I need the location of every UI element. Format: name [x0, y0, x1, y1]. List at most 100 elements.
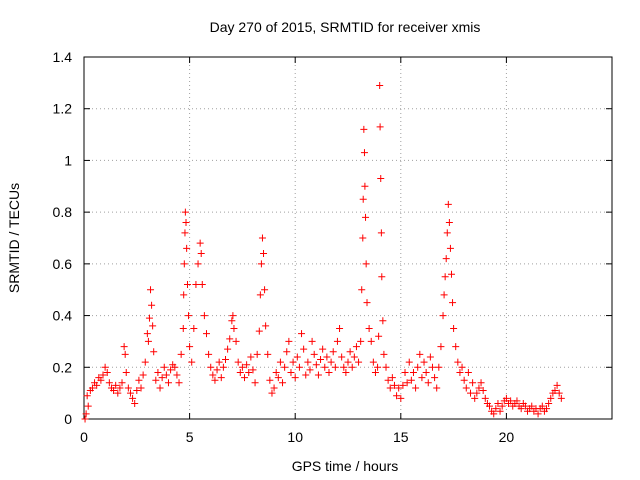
data-point [362, 213, 370, 221]
y-tick-label: 0 [64, 411, 72, 427]
data-point [401, 368, 409, 376]
data-point [528, 402, 536, 410]
data-point [377, 175, 385, 183]
data-point [393, 392, 401, 400]
data-point [416, 350, 424, 358]
data-point [181, 229, 189, 237]
data-point [261, 286, 269, 294]
data-point [456, 368, 464, 376]
data-point [222, 356, 230, 364]
data-point [376, 81, 384, 89]
data-point [264, 350, 272, 358]
data-point [310, 350, 318, 358]
data-point [279, 379, 287, 387]
data-point [272, 368, 280, 376]
data-point [547, 394, 555, 402]
data-points [81, 81, 565, 423]
data-point [365, 325, 373, 332]
data-point [418, 374, 426, 382]
data-point [219, 363, 227, 371]
data-point [167, 366, 175, 374]
data-point [211, 376, 219, 384]
data-point [428, 363, 436, 371]
data-point [346, 348, 354, 356]
data-point [336, 325, 344, 332]
data-point [118, 379, 126, 387]
data-point [308, 337, 316, 345]
data-point [251, 379, 259, 387]
data-point [144, 337, 152, 345]
data-point [481, 394, 489, 402]
data-point [114, 389, 122, 397]
data-point [256, 291, 264, 299]
data-point [446, 244, 454, 252]
data-point [131, 399, 139, 407]
data-point [285, 337, 293, 345]
data-point [202, 330, 210, 338]
x-tick-label: 0 [80, 429, 88, 445]
data-point [557, 394, 565, 402]
data-point [215, 358, 223, 366]
data-point [99, 371, 107, 379]
data-point [236, 368, 244, 376]
data-point [378, 273, 386, 281]
data-point [469, 379, 477, 387]
data-point [498, 402, 506, 410]
data-point [380, 350, 388, 358]
data-point [139, 371, 147, 379]
data-point [302, 371, 310, 379]
data-point [458, 363, 466, 371]
data-point [409, 368, 417, 376]
data-point [312, 361, 320, 369]
data-point [143, 330, 151, 338]
x-tick-label: 10 [287, 429, 303, 445]
data-point [321, 363, 329, 371]
data-point [196, 239, 204, 247]
data-point [247, 353, 255, 361]
data-point [471, 394, 479, 402]
data-point [241, 374, 249, 382]
data-point [390, 381, 398, 389]
data-point [399, 381, 407, 389]
data-point [133, 387, 141, 395]
data-point [444, 200, 452, 208]
data-point [276, 358, 284, 366]
data-point [137, 384, 145, 392]
data-point [367, 337, 375, 345]
data-point [101, 363, 109, 371]
data-point [156, 384, 164, 392]
data-point [295, 363, 303, 371]
data-point [234, 358, 242, 366]
data-point [197, 250, 205, 258]
data-point [375, 332, 383, 340]
data-point [521, 402, 529, 410]
data-point [329, 348, 337, 356]
x-tick-label: 20 [499, 429, 515, 445]
data-point [160, 363, 168, 371]
data-point [105, 379, 113, 387]
data-point [513, 397, 521, 405]
data-point [84, 402, 92, 410]
data-point [479, 387, 487, 395]
data-point [274, 374, 282, 382]
data-point [424, 379, 432, 387]
data-point [323, 353, 331, 361]
data-point [361, 182, 369, 190]
data-point [190, 325, 198, 332]
data-point [553, 381, 561, 389]
data-point [442, 255, 450, 263]
data-point [200, 312, 208, 320]
data-point [103, 368, 111, 376]
data-point [384, 376, 392, 384]
data-point [494, 399, 502, 407]
data-point [283, 348, 291, 356]
data-point [289, 358, 297, 366]
data-point [445, 218, 453, 226]
data-point [348, 363, 356, 371]
y-tick-label: 1.2 [53, 101, 73, 117]
data-point [121, 350, 129, 358]
data-point [412, 384, 420, 392]
data-point [93, 381, 101, 389]
data-point [388, 374, 396, 382]
data-point [262, 322, 270, 330]
